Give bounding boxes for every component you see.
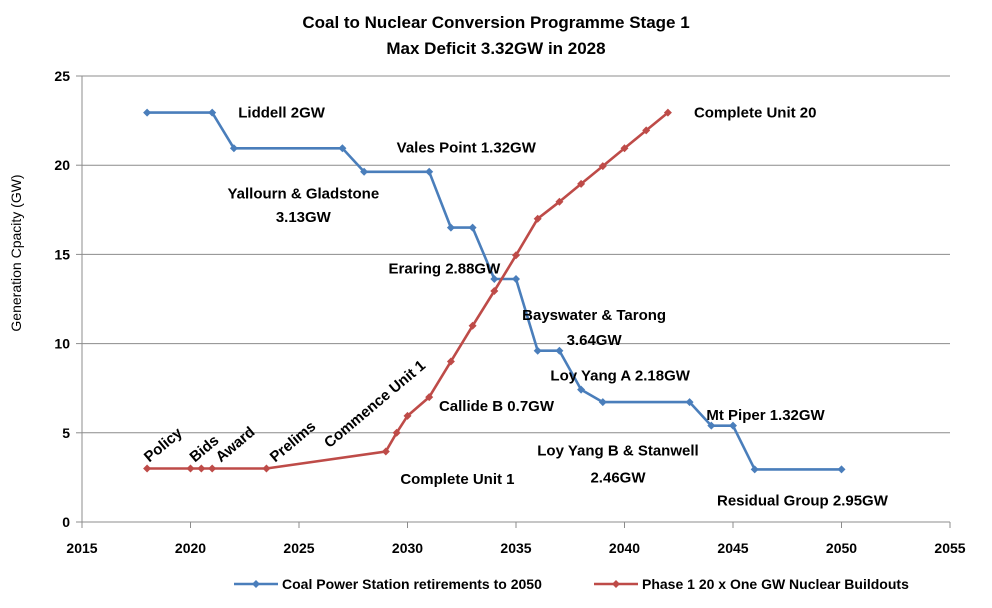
data-point [425,393,434,402]
series-line [147,111,669,470]
data-point [512,251,520,260]
legend-marker [612,580,620,588]
data-point [707,421,716,430]
data-point [533,346,542,355]
series [143,108,846,474]
data-point [143,108,152,117]
x-tick-label: 2030 [392,540,423,556]
x-tick-label: 2050 [826,540,857,556]
series-2 [143,108,672,473]
data-point [403,411,412,420]
x-tick-labels: 2015 2020 2025 2030 2035 2040 2045 2050 2055 [66,540,965,556]
data-point [229,144,238,153]
y-tick-label: 20 [54,157,70,173]
data-point [577,385,586,394]
y-tick-label: 0 [62,514,70,530]
annotation-label: 3.13GW [276,209,332,226]
legend-entry-2: Phase 1 20 x One GW Nuclear Buildouts [594,576,909,592]
data-point [642,126,651,135]
data-point [186,464,195,473]
annotation-label: Complete Unit 20 [694,105,817,122]
data-point [143,464,152,473]
data-point [360,167,369,176]
x-tick-label: 2020 [175,540,206,556]
y-tick-label: 10 [54,336,70,352]
annotation-label: Policy [141,424,186,466]
annotation-label: Yallourn & Gladstone [227,186,379,203]
y-axis-title: Generation Cpacity (GW) [8,174,24,331]
data-point [381,447,390,456]
annotation-label: Liddell 2GW [238,105,326,122]
data-point [598,162,607,171]
y-tick-label: 5 [62,425,70,441]
data-point [577,179,586,188]
data-point [729,421,737,430]
legend-label: Phase 1 20 x One GW Nuclear Buildouts [642,576,909,592]
axes [76,75,951,528]
data-point [663,108,672,117]
x-tick-label: 2045 [717,540,748,556]
annotation-label: Loy Yang A 2.18GW [550,368,690,385]
data-point [490,275,499,284]
x-tick-label: 2040 [609,540,640,556]
annotation-label: Mt Piper 1.32GW [706,407,825,424]
x-tick-label: 2015 [66,540,97,556]
y-tick-labels: 0 5 10 15 20 25 [54,68,70,530]
y-tick-label: 25 [54,68,70,84]
data-point [598,398,607,407]
legend-label: Coal Power Station retirements to 2050 [282,576,542,592]
data-point [533,214,542,223]
data-point [490,286,499,295]
annotation-label: Vales Point 1.32GW [397,139,537,156]
legend-entry-1: Coal Power Station retirements to 2050 [234,576,542,592]
annotation-label: Commence Unit 1 [321,357,429,451]
data-point [555,197,564,206]
annotation-label: Prelims [267,418,319,466]
data-point [262,464,271,473]
annotation-label: Loy Yang B & Stanwell [537,443,698,460]
annotation-label: 2.46GW [590,469,646,486]
data-point [208,464,217,473]
annotation-label: 3.64GW [567,332,623,349]
data-point [620,144,629,153]
data-point [197,464,206,473]
data-point [446,357,455,366]
data-point [392,428,401,437]
data-point [468,223,477,232]
x-tick-label: 2035 [500,540,531,556]
legend-marker [252,580,260,588]
annotation-label: Callide B 0.7GW [439,398,555,415]
data-point [512,275,520,284]
annotation-label: Bayswater & Tarong [522,307,666,324]
annotation-label: Eraring 2.88GW [389,261,502,278]
series-1 [143,108,846,474]
chart-title-line2: Max Deficit 3.32GW in 2028 [386,39,605,58]
data-point [685,398,694,407]
data-point [425,167,434,176]
data-point [446,223,455,232]
x-tick-label: 2025 [283,540,314,556]
annotation-label: Residual Group 2.95GW [717,493,889,510]
data-point [338,144,347,153]
y-tick-label: 15 [54,246,70,262]
x-tick-label: 2055 [934,540,965,556]
legend: Coal Power Station retirements to 2050 Ph… [234,576,909,592]
annotation-label: Complete Unit 1 [400,471,514,488]
data-point [750,465,759,474]
data-point [555,346,564,355]
data-point [208,108,217,117]
chart-title-line1: Coal to Nuclear Conversion Programme Sta… [302,13,689,32]
data-point [468,321,477,330]
data-point [837,465,846,474]
